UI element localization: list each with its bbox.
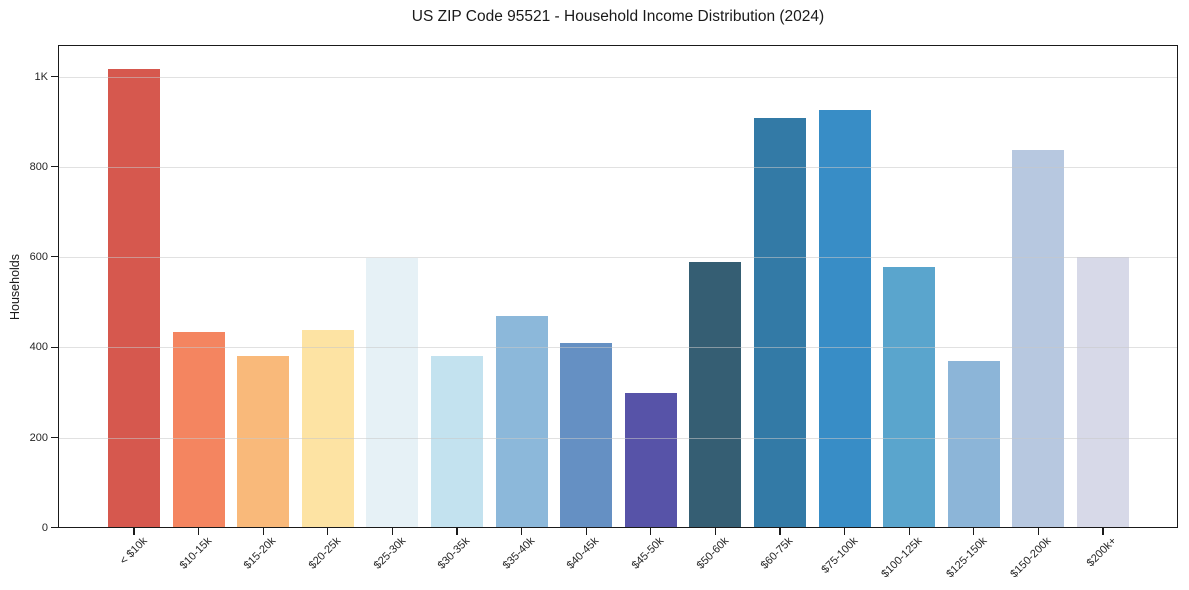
y-tick-mark bbox=[51, 166, 58, 168]
x-tick-label: $25-30k bbox=[371, 535, 408, 572]
x-tick-mark bbox=[585, 528, 587, 535]
bar bbox=[947, 361, 1000, 528]
gridline bbox=[58, 167, 1178, 168]
y-tick-label: 400 bbox=[29, 341, 48, 353]
bar bbox=[624, 393, 677, 528]
y-tick-label: 200 bbox=[29, 432, 48, 444]
gridline bbox=[58, 438, 1178, 439]
y-tick-mark bbox=[51, 437, 58, 439]
x-tick-label: $30-35k bbox=[435, 535, 473, 572]
bar bbox=[301, 330, 354, 528]
x-tick-mark bbox=[327, 528, 329, 535]
bar bbox=[883, 267, 936, 528]
x-tick-mark bbox=[973, 528, 975, 535]
x-tick-label: $20-25k bbox=[306, 535, 344, 572]
gridline bbox=[58, 77, 1178, 78]
x-tick-mark bbox=[908, 528, 910, 535]
bar bbox=[754, 118, 806, 528]
grid-layer bbox=[58, 45, 1178, 528]
y-tick-label: 600 bbox=[29, 251, 48, 263]
x-tick-mark bbox=[197, 528, 200, 535]
y-tick-label: 0 bbox=[41, 522, 48, 534]
x-tick-label: $125-150k bbox=[944, 535, 990, 581]
x-tick-label: $10-15k bbox=[177, 535, 215, 572]
x-tick-label: $60-75k bbox=[758, 535, 796, 572]
bar bbox=[366, 258, 419, 528]
gridline bbox=[58, 347, 1178, 348]
bar bbox=[560, 343, 613, 528]
bar bbox=[237, 356, 290, 528]
x-tick-mark bbox=[1102, 528, 1104, 535]
gridline bbox=[58, 257, 1178, 258]
x-tick-mark bbox=[133, 528, 135, 535]
x-tick-label: $50-60k bbox=[694, 535, 731, 572]
x-tick-mark bbox=[1037, 528, 1040, 535]
bar bbox=[1012, 150, 1065, 528]
x-tick-label: $100-125k bbox=[879, 535, 925, 581]
chart-title: US ZIP Code 95521 - Household Income Dis… bbox=[411, 8, 825, 25]
bar bbox=[172, 332, 225, 528]
x-tick-label: $40-45k bbox=[565, 535, 602, 572]
x-tick-label: $45-50k bbox=[629, 535, 667, 572]
y-tick-mark bbox=[51, 256, 58, 258]
x-tick-mark bbox=[520, 528, 523, 535]
y-tick-label: 1K bbox=[34, 71, 48, 83]
x-tick-label: < $10k bbox=[117, 535, 150, 568]
x-tick-label: $150-200k bbox=[1008, 535, 1054, 581]
x-tick-mark bbox=[779, 528, 781, 535]
x-tick-mark bbox=[843, 528, 846, 535]
y-tick-mark bbox=[51, 76, 58, 78]
bar bbox=[1077, 257, 1129, 528]
plot-area bbox=[58, 45, 1178, 528]
bars-layer bbox=[58, 45, 1178, 528]
x-tick-mark bbox=[391, 528, 394, 535]
bar bbox=[108, 69, 160, 528]
x-tick-label: $15-20k bbox=[242, 535, 279, 572]
bar bbox=[431, 356, 483, 528]
y-tick-mark bbox=[51, 527, 58, 529]
y-tick-label: 800 bbox=[29, 161, 48, 173]
bar bbox=[689, 262, 742, 528]
x-tick-mark bbox=[714, 528, 717, 535]
x-tick-label: $35-40k bbox=[500, 535, 538, 572]
x-tick-label: $75-100k bbox=[819, 535, 861, 576]
x-tick-mark bbox=[650, 528, 652, 535]
x-tick-label: $200k+ bbox=[1084, 535, 1119, 570]
bar bbox=[818, 110, 871, 528]
bar bbox=[495, 316, 548, 528]
y-tick-mark bbox=[51, 347, 58, 349]
x-tick-mark bbox=[456, 528, 458, 535]
x-tick-mark bbox=[262, 528, 264, 535]
